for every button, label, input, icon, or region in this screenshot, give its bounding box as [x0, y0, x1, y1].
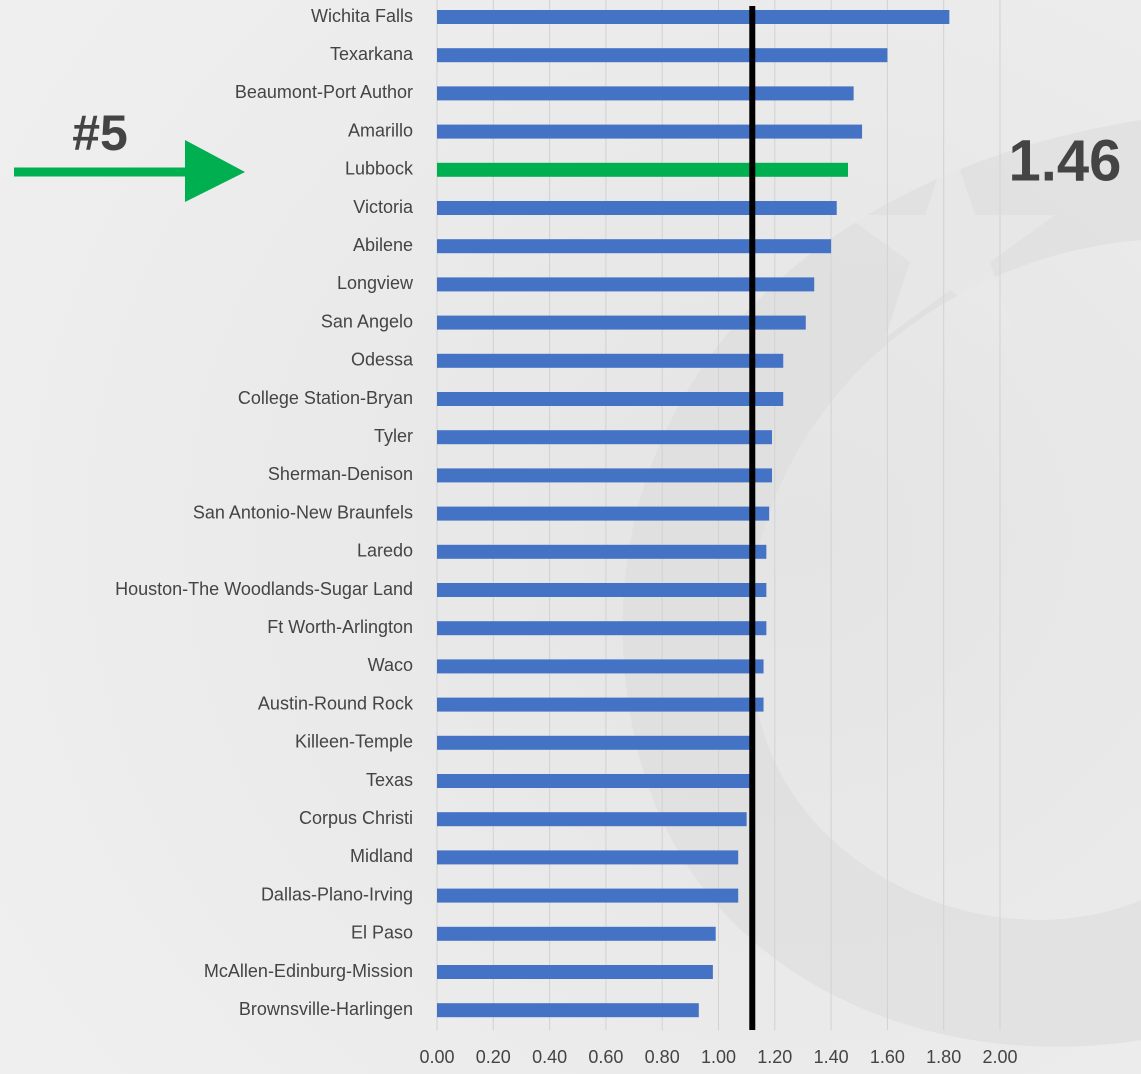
- page: 0.00 0.20 0.40 0.60 0.80 1.00 1.20 1.40 1.60 1.80…: [0, 0, 1141, 1074]
- bar: [437, 239, 831, 253]
- bar: [437, 277, 814, 291]
- bar: [437, 659, 764, 673]
- x-tick-label: 0.00: [419, 1047, 454, 1067]
- y-tick-label: Brownsville-Harlingen: [239, 999, 413, 1019]
- y-tick-label: McAllen-Edinburg-Mission: [204, 961, 413, 981]
- bar: [437, 468, 772, 482]
- bar: [437, 774, 752, 788]
- x-tick-label: 1.80: [926, 1047, 961, 1067]
- bar: [437, 698, 764, 712]
- y-tick-label: Tyler: [374, 426, 413, 446]
- y-tick-label: Lubbock: [345, 159, 414, 179]
- bar: [437, 850, 738, 864]
- x-tick-label: 1.60: [870, 1047, 905, 1067]
- bar: [437, 201, 837, 215]
- y-tick-label: College Station-Bryan: [238, 388, 413, 408]
- y-tick-label: Midland: [350, 846, 413, 866]
- y-tick-label: Amarillo: [348, 120, 413, 140]
- bar: [437, 621, 766, 635]
- bar: [437, 1003, 699, 1017]
- y-tick-label: Wichita Falls: [311, 6, 413, 26]
- bar: [437, 736, 749, 750]
- y-tick-label: Sherman-Denison: [268, 464, 413, 484]
- y-tick-label: Texas: [366, 770, 413, 790]
- x-tick-label: 1.20: [757, 1047, 792, 1067]
- y-tick-label: Ft Worth-Arlington: [267, 617, 413, 637]
- bar: [437, 812, 747, 826]
- annotation: 1.46: [1009, 128, 1122, 193]
- y-tick-label: San Angelo: [321, 311, 413, 331]
- bar: [437, 163, 848, 177]
- x-tick-label: 1.40: [814, 1047, 849, 1067]
- x-tick-label: 1.00: [701, 1047, 736, 1067]
- y-tick-label: Dallas-Plano-Irving: [261, 884, 413, 904]
- bar: [437, 430, 772, 444]
- y-tick-label: San Antonio-New Braunfels: [193, 502, 413, 522]
- bar: [437, 965, 713, 979]
- bar: [437, 392, 783, 406]
- y-tick-label: El Paso: [351, 923, 413, 943]
- bar: [437, 48, 887, 62]
- chart: 0.00 0.20 0.40 0.60 0.80 1.00 1.20 1.40 1.60 1.80…: [0, 0, 1141, 1074]
- x-tick-label: 0.40: [532, 1047, 567, 1067]
- bar: [437, 354, 783, 368]
- bar: [437, 583, 766, 597]
- y-tick-label: Laredo: [357, 541, 413, 561]
- y-tick-label: Abilene: [353, 235, 413, 255]
- x-tick-label: 2.00: [982, 1047, 1017, 1067]
- y-tick-label: Odessa: [351, 350, 414, 370]
- y-tick-label: Texarkana: [330, 44, 414, 64]
- bar: [437, 545, 766, 559]
- bar: [437, 927, 716, 941]
- y-tick-label: Austin-Round Rock: [258, 693, 414, 713]
- y-tick-label: Longview: [337, 273, 414, 293]
- bar: [437, 10, 949, 24]
- y-tick-label: Houston-The Woodlands-Sugar Land: [115, 579, 413, 599]
- y-tick-label: Beaumont-Port Author: [235, 82, 413, 102]
- bar: [437, 86, 854, 100]
- annotation: #5: [72, 105, 128, 161]
- bar: [437, 889, 738, 903]
- y-tick-label: Killeen-Temple: [295, 732, 413, 752]
- y-tick-label: Victoria: [353, 197, 414, 217]
- bar: [437, 125, 862, 139]
- y-tick-label: Waco: [368, 655, 413, 675]
- y-tick-label: Corpus Christi: [299, 808, 413, 828]
- x-tick-label: 0.60: [588, 1047, 623, 1067]
- x-tick-label: 0.80: [645, 1047, 680, 1067]
- bar: [437, 507, 769, 521]
- x-tick-label: 0.20: [476, 1047, 511, 1067]
